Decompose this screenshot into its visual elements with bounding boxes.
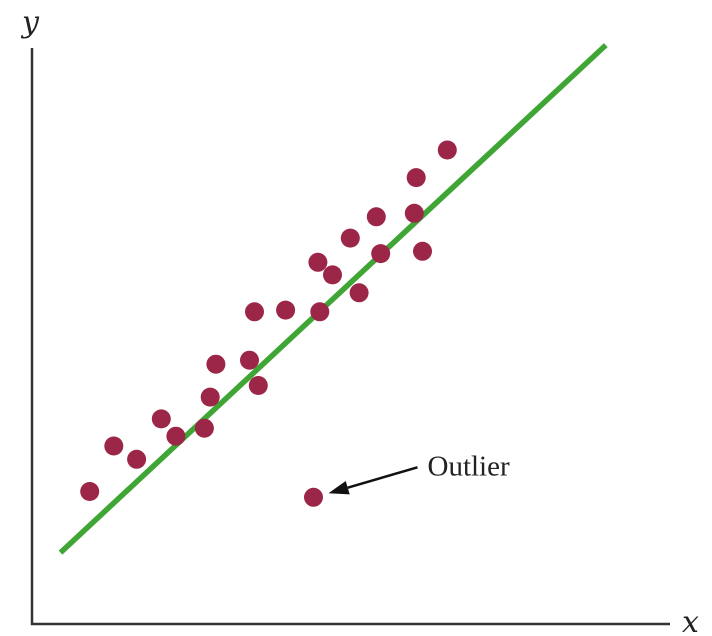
data-point (310, 302, 330, 322)
data-point (245, 302, 264, 322)
data-point (437, 140, 457, 160)
y-axis-label: y (20, 5, 40, 40)
data-point (340, 228, 360, 248)
data-point (194, 418, 214, 438)
data-point (366, 207, 386, 227)
data-point (308, 252, 328, 272)
data-point (276, 300, 296, 320)
annotation-arrow-head (328, 481, 350, 495)
data-point (240, 350, 259, 370)
data-point (80, 482, 100, 501)
data-point (413, 241, 432, 261)
data-point (371, 244, 391, 264)
data-point (404, 203, 424, 223)
data-point (166, 426, 186, 446)
annotations: Outlier (304, 450, 510, 507)
outlier-point (304, 487, 323, 507)
data-point (406, 168, 426, 188)
axes (30, 48, 670, 626)
annotation-arrow-shaft (347, 466, 418, 489)
data-point (151, 409, 171, 429)
data-point (349, 283, 369, 303)
outlier-label: Outlier (428, 450, 510, 482)
data-point (127, 449, 147, 469)
data-points (80, 140, 457, 501)
data-point (248, 376, 268, 395)
trend-line (58, 43, 608, 555)
data-point (206, 354, 226, 374)
data-point (104, 436, 124, 456)
x-axis-label: x (682, 605, 699, 636)
data-point (323, 265, 342, 285)
data-point (200, 387, 220, 407)
